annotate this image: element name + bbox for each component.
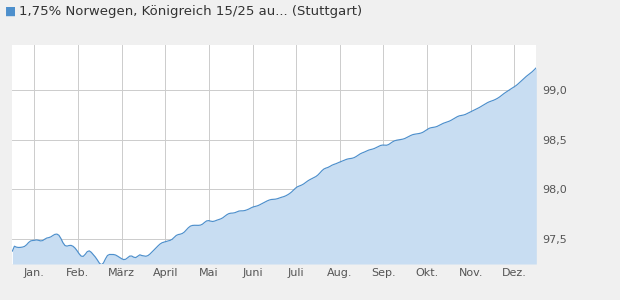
Text: ■: ■ <box>5 4 16 17</box>
Text: 1,75% Norwegen, Königreich 15/25 au... (Stuttgart): 1,75% Norwegen, Königreich 15/25 au... (… <box>19 4 361 17</box>
